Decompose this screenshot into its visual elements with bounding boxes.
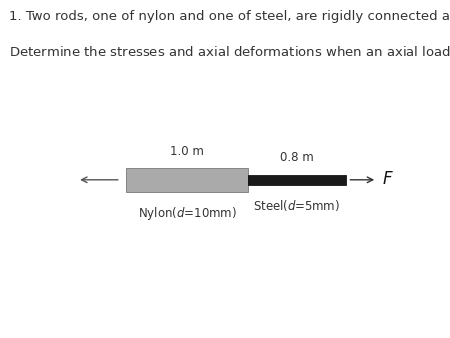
Text: 0.8 m: 0.8 m <box>280 151 314 164</box>
Bar <box>248 175 346 185</box>
Text: 1.0 m: 1.0 m <box>170 145 204 158</box>
Text: $F$: $F$ <box>382 171 394 188</box>
Bar <box>126 168 248 192</box>
Text: Determine the stresses and axial deformations when an axial load of $F$ = 1 kN i: Determine the stresses and axial deforma… <box>9 44 450 61</box>
Text: Steel($d$=5mm): Steel($d$=5mm) <box>253 198 340 213</box>
Text: Nylon($d$=10mm): Nylon($d$=10mm) <box>138 204 237 221</box>
Text: 1. Two rods, one of nylon and one of steel, are rigidly connected as shown in Fi: 1. Two rods, one of nylon and one of ste… <box>9 10 450 23</box>
